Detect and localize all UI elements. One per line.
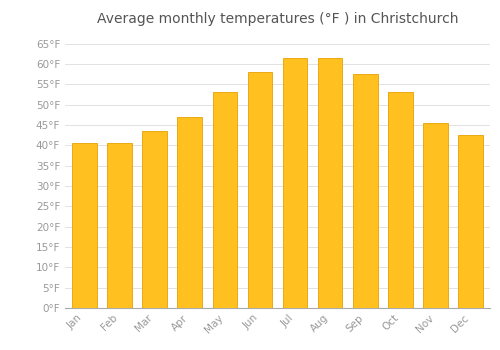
Title: Average monthly temperatures (°F ) in Christchurch: Average monthly temperatures (°F ) in Ch…	[97, 12, 458, 26]
Bar	[178, 117, 202, 308]
Bar	[72, 143, 96, 308]
Bar	[318, 58, 342, 308]
Bar	[458, 135, 483, 308]
Bar	[142, 131, 167, 308]
Bar	[424, 123, 448, 308]
Bar	[248, 72, 272, 308]
Bar	[388, 92, 412, 308]
Bar	[353, 74, 378, 308]
Bar	[107, 143, 132, 308]
Bar	[283, 58, 308, 308]
Bar	[212, 92, 237, 308]
